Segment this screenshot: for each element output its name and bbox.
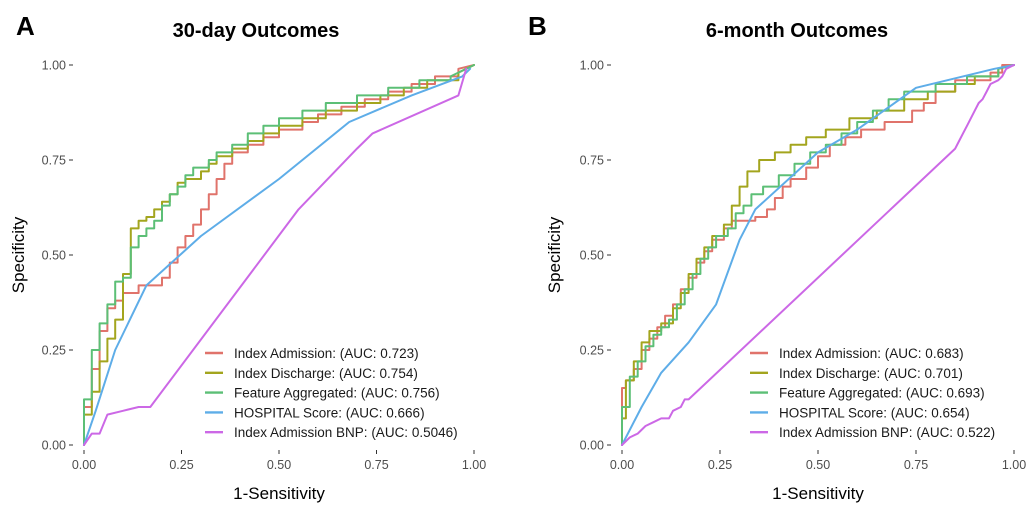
roc-line-index-discharge	[83, 64, 475, 446]
roc-line-hospital-score	[83, 67, 472, 446]
y-tick-label: 0.75	[580, 154, 604, 168]
x-tick-label: 0.50	[267, 458, 291, 472]
legend-entry: Index Admission: (AUC: 0.683)	[779, 346, 964, 361]
y-tick-label: 1.00	[580, 59, 604, 73]
y-tick-label: 0.75	[42, 154, 66, 168]
y-tick-label: 0.50	[580, 249, 604, 263]
legend-entry: Index Discharge: (AUC: 0.754)	[234, 366, 418, 381]
x-tick-label: 1.00	[462, 458, 486, 472]
legend: Index Admission: (AUC: 0.683) Index Disch…	[750, 346, 995, 440]
y-tick-label: 0.00	[42, 439, 66, 453]
roc-line-hospital-score	[621, 64, 1015, 446]
chart-title: 6-month Outcomes	[706, 20, 888, 42]
y-tick-label: 0.00	[580, 439, 604, 453]
y-tick-label: 0.50	[42, 249, 66, 263]
y-axis-label: Specificity	[9, 216, 28, 293]
legend: Index Admission: (AUC: 0.723) Index Disch…	[205, 346, 458, 440]
panel-letter: B	[528, 11, 547, 41]
roc-line-index-admission	[83, 64, 475, 446]
legend-entry: Index Admission: (AUC: 0.723)	[234, 346, 419, 361]
panel-b-6-month-outcomes: B 6-month Outcomes Specificity 1-Sensitivit…	[528, 11, 1026, 503]
x-tick-label: 0.25	[169, 458, 193, 472]
legend-entry: Index Discharge: (AUC: 0.701)	[779, 366, 963, 381]
x-axis-label: 1-Sensitivity	[772, 484, 864, 503]
x-tick-label: 0.00	[610, 458, 634, 472]
chart-title: 30-day Outcomes	[173, 20, 340, 42]
roc-line-feature-aggregated	[621, 64, 1015, 446]
x-tick-label: 0.00	[72, 458, 96, 472]
legend-entry: HOSPITAL Score: (AUC: 0.654)	[779, 405, 970, 420]
y-tick-label: 1.00	[42, 59, 66, 73]
x-tick-label: 0.75	[904, 458, 928, 472]
x-tick-label: 0.25	[708, 458, 732, 472]
x-axis-label: 1-Sensitivity	[233, 484, 325, 503]
x-tick-label: 0.75	[364, 458, 388, 472]
x-tick-label: 1.00	[1002, 458, 1026, 472]
panel-a-30-day-outcomes: A 30-day Outcomes Specificity 1-Sensitivity…	[9, 11, 486, 503]
legend-entry: Index Admission BNP: (AUC: 0.522)	[779, 425, 995, 440]
roc-line-index-admission-bnp	[83, 67, 468, 446]
legend-entry: Feature Aggregated: (AUC: 0.756)	[234, 386, 440, 401]
y-tick-label: 0.25	[42, 344, 66, 358]
roc-line-index-discharge	[621, 64, 1015, 446]
roc-line-index-admission-bnp	[621, 64, 1015, 446]
legend-entry: Feature Aggregated: (AUC: 0.693)	[779, 386, 985, 401]
legend-entry: Index Admission BNP: (AUC: 0.5046)	[234, 425, 458, 440]
legend-entry: HOSPITAL Score: (AUC: 0.666)	[234, 405, 425, 420]
y-axis-label: Specificity	[545, 216, 564, 293]
panel-letter: A	[16, 11, 35, 41]
roc-line-feature-aggregated	[83, 64, 475, 446]
x-tick-label: 0.50	[806, 458, 830, 472]
y-tick-label: 0.25	[580, 344, 604, 358]
